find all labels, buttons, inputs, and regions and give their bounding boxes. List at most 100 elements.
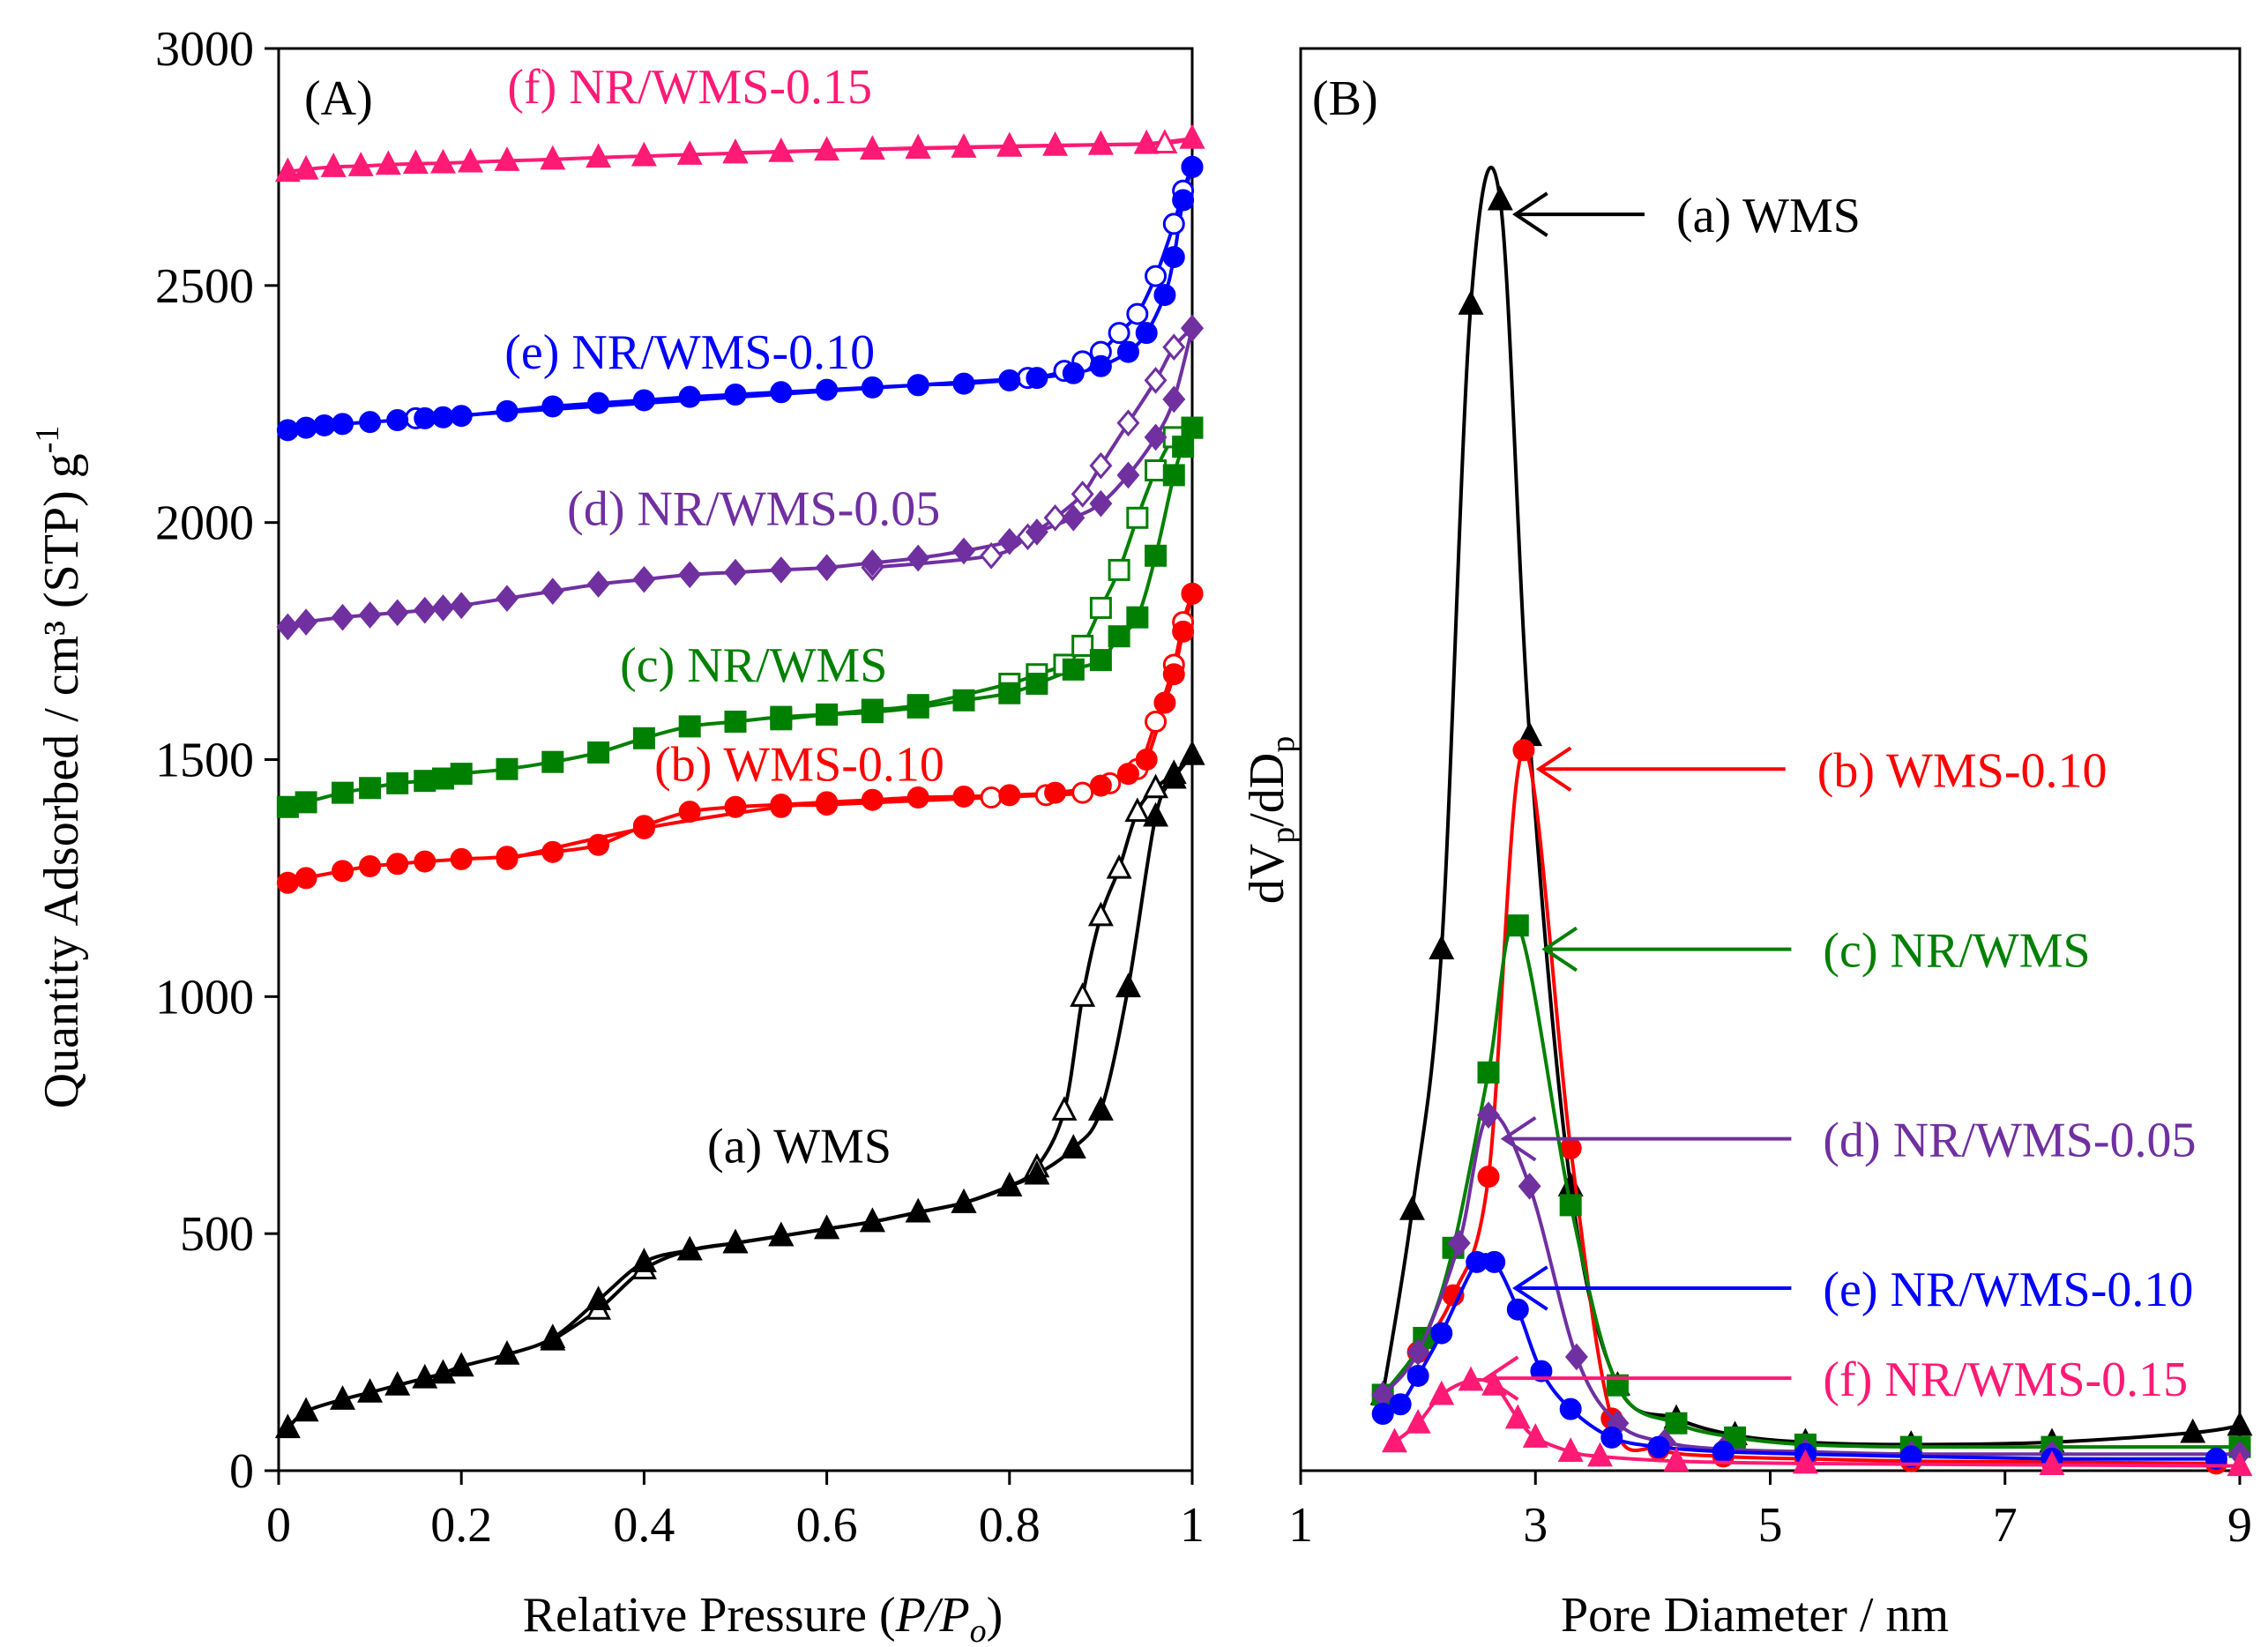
data-point [1477,1166,1500,1189]
adsorption-point [540,1323,566,1348]
adsorption-point [587,833,610,856]
x-tick-label: 1 [1180,1498,1205,1553]
desorption-point [1143,773,1169,799]
panel-a-x-title-main: Relative Pressure ( [523,1588,896,1643]
data-point [1371,1402,1394,1425]
adsorption-point [450,592,474,620]
data-point [1792,1449,1818,1474]
y-tick-label: 1500 [155,734,254,788]
adsorption-point [276,871,299,894]
data-point [1447,1229,1471,1257]
adsorption-point [431,767,454,790]
data-point [1406,1338,1430,1366]
adsorption-point [768,1221,795,1247]
data-point [1458,290,1484,315]
adsorption-point [1172,189,1195,212]
adsorption-point [859,1207,885,1233]
data-point [1506,914,1529,937]
adsorption-point [1133,129,1160,154]
data-point [1512,739,1535,762]
adsorption-point [861,788,884,811]
data-point [1483,1250,1506,1273]
adsorption-point [1115,973,1141,998]
data-point [1663,1447,1690,1472]
y-tick-label: 500 [180,1207,254,1262]
series-d-label: (d) NR/WMS-0.05 [1823,1114,2196,1168]
data-point [1559,1194,1582,1217]
adsorption-point [952,372,975,395]
adsorption-point [313,414,336,436]
adsorption-point [1153,284,1176,307]
x-tick-label: 0.8 [979,1498,1041,1553]
adsorption-point [1025,518,1048,546]
data-point [2180,1418,2206,1443]
adsorption-point [276,613,300,641]
series-e [1371,1250,2227,1471]
data-point [1522,1423,1548,1448]
data-point [1647,1435,1670,1458]
series-c-line [1381,920,2240,1450]
desorption-point [1162,333,1186,361]
adsorption-point [1126,606,1149,629]
adsorption-point [1162,464,1185,487]
panel-a-y-title: Quantity Adsorbed / cm³ (STP) g-1 [29,426,89,1109]
adsorption-point [330,1385,355,1410]
adsorption-point [386,409,409,432]
y-tick-label: 0 [229,1444,254,1499]
adsorption-point [998,682,1021,704]
data-point [2227,1411,2253,1436]
series-d [276,314,1204,641]
x-tick-label: 1 [1288,1498,1313,1553]
adsorption-point [1089,774,1112,797]
data-point [1429,935,1455,960]
data-point [1665,1412,1688,1435]
adsorption-point [587,391,610,414]
panel-a-tag: (A) [304,71,373,126]
data-point [1724,1426,1747,1449]
adsorption-point [450,405,473,428]
series-b-arrow-head [1535,746,1572,792]
adsorption-point [540,145,566,170]
adsorption-point [1087,1096,1114,1121]
adsorption-point [1026,672,1048,695]
adsorption-point [632,565,656,593]
data-point [1564,1343,1588,1371]
adsorption-point [678,385,701,408]
desorption-point [1145,265,1168,287]
adsorption-point [375,150,401,175]
adsorption-point [952,785,975,808]
adsorption-point [678,801,701,824]
adsorption-point [430,1359,456,1384]
desorption-point [1144,367,1168,394]
series-a-label: (a) WMS [1676,189,1861,243]
series-c [276,416,1204,818]
adsorption-point [295,867,317,890]
adsorption-point [402,149,429,175]
adsorption-point [1135,322,1158,345]
adsorption-point [1179,740,1205,765]
adsorption-point [951,1188,977,1213]
adsorption-point [431,594,455,622]
series-e-arrow-head [1512,1265,1548,1311]
series-f-arrow-head [1482,1355,1519,1401]
adsorption-point [905,134,931,159]
adsorption-point [414,770,436,793]
desorption-point [1071,634,1094,657]
adsorption-point [412,1363,438,1389]
panel-a-y-title-sup: -1 [29,426,66,454]
adsorption-point [1024,1159,1050,1185]
adsorption-point [586,143,612,168]
data-point [1586,1442,1613,1467]
series-c-label: (c) NR/WMS [620,638,887,693]
adsorption-point [1145,544,1168,567]
series-e-label: (e) NR/WMS-0.10 [504,325,875,380]
desorption-point [1145,459,1168,482]
panel-a-x-title-end: ) [987,1588,1003,1643]
adsorption-point [724,558,747,586]
desorption-point [980,786,1003,809]
adsorption-point [1116,461,1140,489]
x-tick-label: 5 [1758,1498,1783,1553]
adsorption-point [431,406,454,429]
adsorption-point [541,578,564,605]
adsorption-point [586,570,610,598]
